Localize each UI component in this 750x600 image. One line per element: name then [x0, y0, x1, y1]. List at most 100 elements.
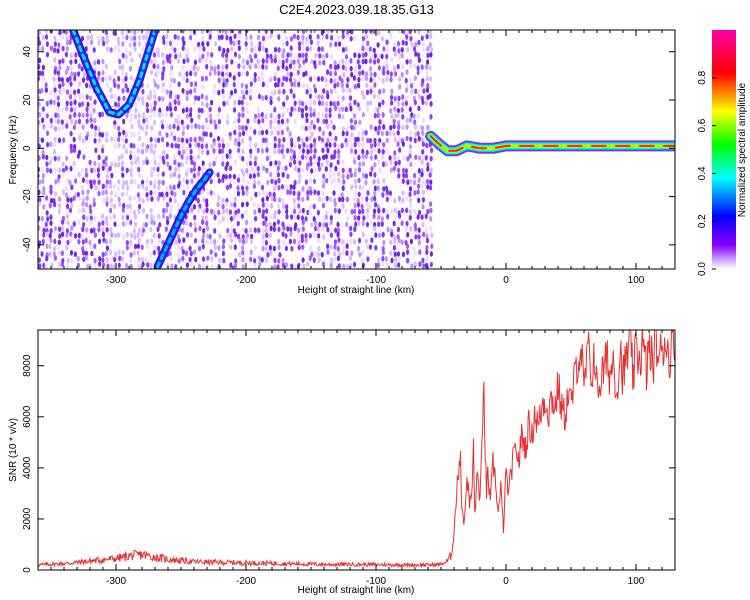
noise-speck: [141, 142, 145, 148]
noise-speck: [416, 214, 420, 220]
noise-speck: [421, 257, 425, 264]
noise-speck: [65, 203, 70, 210]
noise-speck: [396, 130, 400, 136]
noise-speck: [373, 82, 377, 88]
noise-speck: [53, 47, 57, 54]
noise-speck: [41, 106, 46, 112]
noise-speck: [236, 220, 240, 227]
noise-speck: [198, 45, 202, 52]
noise-speck: [381, 148, 385, 155]
noise-speck: [185, 147, 189, 154]
noise-speck: [133, 35, 137, 42]
spectrogram-ytick-label: 20: [22, 94, 33, 106]
noise-speck: [386, 69, 390, 76]
noise-speck: [144, 34, 148, 40]
noise-speck: [261, 81, 265, 88]
noise-speck: [256, 147, 260, 154]
noise-speck: [77, 171, 81, 178]
noise-speck: [45, 195, 49, 201]
noise-speck: [298, 160, 302, 166]
noise-speck: [53, 118, 58, 125]
noise-speck: [221, 250, 226, 257]
noise-speck: [104, 161, 108, 168]
noise-speck: [185, 113, 189, 119]
noise-speck: [45, 243, 49, 249]
noise-speck: [401, 251, 406, 258]
noise-speck: [86, 34, 90, 41]
noise-speck: [248, 173, 253, 180]
noise-speck: [285, 65, 289, 72]
noise-speck: [265, 257, 269, 264]
noise-speck: [205, 63, 209, 70]
noise-speck: [217, 118, 222, 125]
noise-speck: [105, 227, 109, 233]
noise-speck: [290, 106, 294, 112]
noise-speck: [65, 245, 69, 251]
noise-speck: [158, 191, 162, 198]
noise-speck: [201, 83, 205, 90]
noise-speck: [341, 126, 345, 132]
noise-speck: [38, 111, 41, 118]
noise-speck: [60, 231, 65, 238]
noise-speck: [137, 30, 141, 35]
noise-speck: [109, 197, 114, 204]
noise-speck: [226, 227, 230, 234]
noise-speck: [417, 197, 421, 204]
noise-speck: [324, 81, 328, 88]
noise-speck: [244, 125, 248, 131]
noise-speck: [41, 238, 45, 245]
noise-speck: [426, 161, 430, 168]
noise-speck: [337, 153, 341, 160]
noise-speck: [245, 219, 249, 226]
noise-speck: [301, 244, 305, 250]
noise-speck: [228, 173, 232, 180]
noise-speck: [106, 82, 110, 89]
noise-speck: [372, 59, 377, 65]
noise-speck: [76, 262, 80, 269]
noise-speck: [160, 111, 164, 118]
noise-speck: [330, 179, 334, 185]
noise-speck: [117, 136, 121, 143]
noise-speck: [117, 47, 121, 53]
noise-speck: [426, 124, 430, 131]
noise-speck: [212, 148, 216, 154]
noise-speck: [216, 64, 220, 70]
noise-speck: [188, 245, 192, 252]
noise-speck: [104, 75, 108, 82]
noise-speck: [280, 148, 284, 155]
noise-speck: [316, 209, 321, 216]
noise-speck: [233, 244, 237, 250]
noise-speck: [65, 100, 69, 107]
noise-speck: [85, 178, 89, 185]
snr-line: [38, 330, 675, 569]
noise-speck: [364, 71, 369, 77]
noise-speck: [129, 219, 133, 226]
noise-speck: [328, 173, 332, 180]
noise-speck: [373, 71, 377, 78]
noise-speck: [364, 173, 369, 180]
noise-speck: [89, 117, 93, 123]
noise-speck: [297, 244, 301, 251]
noise-speck: [208, 113, 213, 119]
noise-speck: [249, 81, 253, 87]
noise-speck: [174, 53, 178, 60]
colorbar-gradient: [712, 30, 736, 269]
noise-speck: [142, 118, 146, 124]
noise-speck: [261, 45, 265, 52]
noise-speck: [193, 154, 197, 161]
noise-speck: [349, 231, 353, 238]
noise-speck: [356, 201, 361, 208]
noise-speck: [245, 185, 249, 192]
noise-speck: [176, 125, 180, 132]
noise-speck: [320, 46, 324, 52]
noise-speck: [196, 207, 201, 213]
noise-speck: [222, 77, 226, 84]
noise-speck: [201, 243, 205, 250]
noise-speck: [224, 165, 228, 171]
noise-speck: [421, 41, 425, 48]
noise-speck: [273, 185, 277, 192]
noise-speck: [317, 46, 321, 52]
noise-speck: [181, 108, 185, 114]
noise-speck: [240, 213, 244, 219]
